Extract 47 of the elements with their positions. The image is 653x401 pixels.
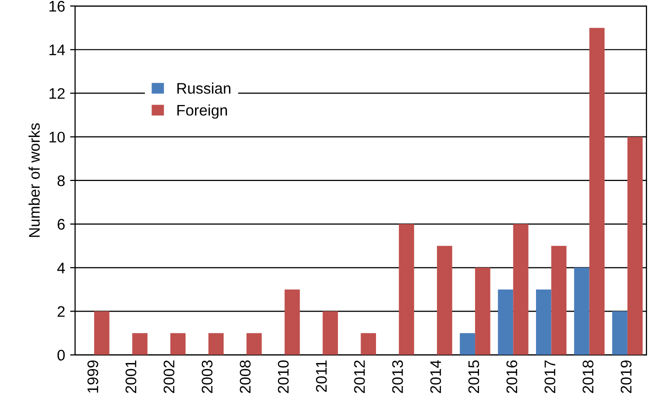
x-tick-label: 2011 <box>316 360 327 392</box>
bar <box>246 333 262 355</box>
bar <box>513 224 528 355</box>
x-tick-label: 2016 <box>506 360 518 393</box>
y-tick-label: 0 <box>57 350 65 361</box>
y-tick-label: 8 <box>58 175 65 186</box>
y-axis-title: Number of works <box>28 123 40 237</box>
bar <box>627 136 643 355</box>
x-tick-label: 2012 <box>354 360 365 393</box>
bar <box>551 246 566 355</box>
bar <box>536 289 552 355</box>
bar <box>208 333 224 355</box>
x-tick-label: 1999 <box>87 360 98 393</box>
bar <box>498 289 514 355</box>
bar <box>360 333 376 355</box>
x-tick-label: 2018 <box>582 360 594 393</box>
y-tick-label: 14 <box>50 44 65 56</box>
bar <box>94 311 110 355</box>
y-tick-label: 4 <box>57 262 65 274</box>
y-tick-label: 10 <box>50 132 65 143</box>
bar <box>398 224 414 355</box>
x-tick-label: 2008 <box>240 360 251 393</box>
x-tick-label: 2003 <box>202 360 213 393</box>
x-tick-label: 2013 <box>392 360 403 393</box>
x-tick-label: 2001 <box>126 360 136 393</box>
bar <box>574 268 590 355</box>
bar <box>475 268 490 355</box>
x-tick-label: 2015 <box>468 360 480 393</box>
y-tick-label: 2 <box>58 306 65 317</box>
legend-label: Russian <box>177 82 230 94</box>
bar <box>284 289 300 355</box>
bar <box>170 333 186 355</box>
y-tick-label: 16 <box>50 0 65 12</box>
x-tick-label: 2014 <box>430 360 442 393</box>
legend-label: Foreign <box>177 104 227 119</box>
x-tick-label: 2019 <box>620 360 632 393</box>
bar <box>612 311 628 355</box>
x-tick-label: 2002 <box>164 360 174 393</box>
bar <box>589 28 605 355</box>
bar <box>460 333 476 355</box>
bar <box>132 333 148 355</box>
bar <box>322 311 338 355</box>
y-tick-label: 6 <box>58 218 65 230</box>
y-tick-label: 12 <box>50 88 65 99</box>
x-tick-label: 2017 <box>544 360 556 393</box>
x-tick-label: 2010 <box>278 360 289 393</box>
bar <box>436 246 452 355</box>
